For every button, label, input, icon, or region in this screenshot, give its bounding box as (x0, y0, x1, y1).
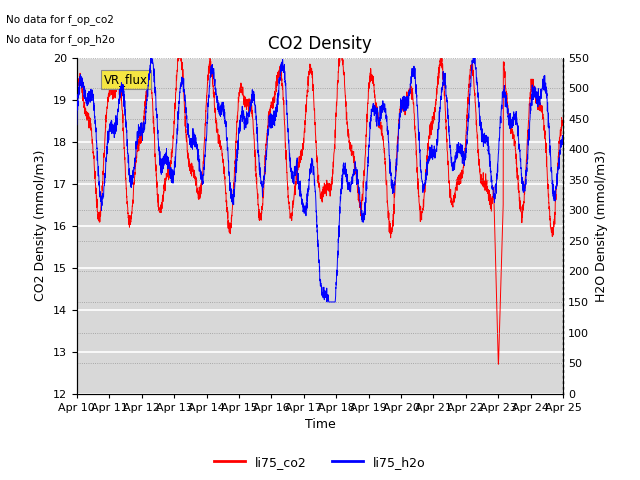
X-axis label: Time: Time (305, 418, 335, 431)
Text: No data for f_op_h2o: No data for f_op_h2o (6, 34, 115, 45)
Y-axis label: H2O Density (mmol/m3): H2O Density (mmol/m3) (595, 150, 608, 301)
Legend: li75_co2, li75_h2o: li75_co2, li75_h2o (209, 451, 431, 474)
Text: No data for f_op_co2: No data for f_op_co2 (6, 14, 115, 25)
Y-axis label: CO2 Density (mmol/m3): CO2 Density (mmol/m3) (35, 150, 47, 301)
Text: VR_flux: VR_flux (104, 73, 148, 86)
Title: CO2 Density: CO2 Density (268, 35, 372, 53)
